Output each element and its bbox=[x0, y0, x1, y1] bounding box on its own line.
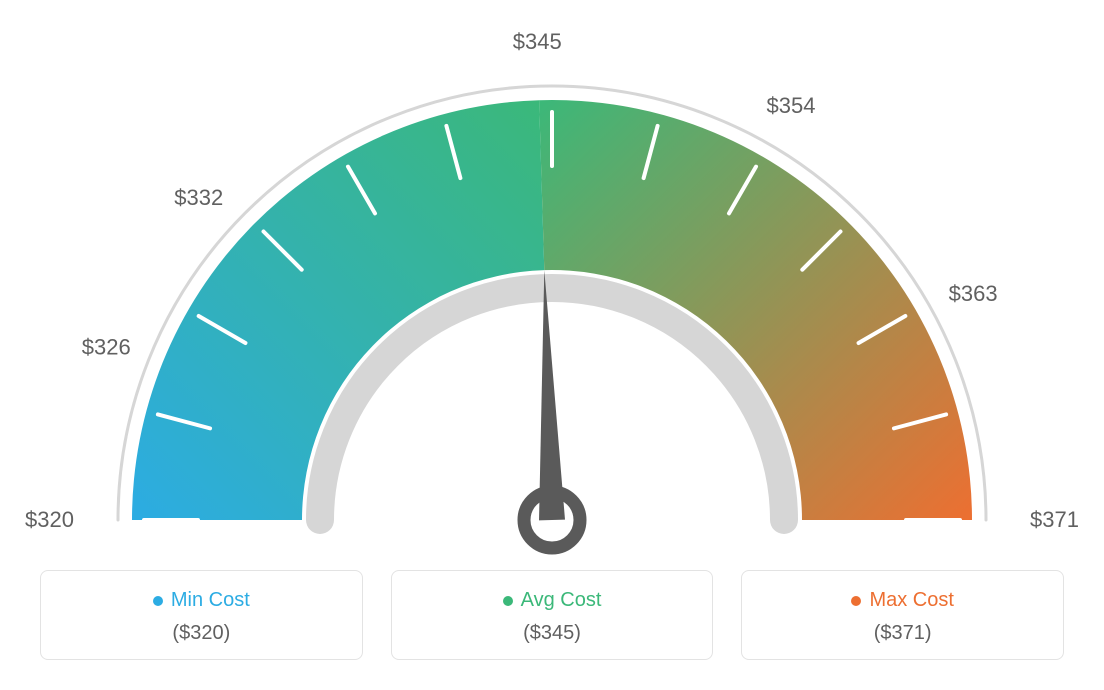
legend-card-min: Min Cost ($320) bbox=[40, 570, 363, 660]
gauge-tick-label: $363 bbox=[949, 281, 998, 306]
legend-title-text: Max Cost bbox=[869, 589, 953, 612]
legend-title-avg: Avg Cost bbox=[503, 589, 602, 612]
legend-title-text: Min Cost bbox=[171, 589, 250, 612]
dot-icon bbox=[153, 596, 163, 606]
gauge-tick-label: $354 bbox=[767, 93, 816, 118]
legend-title-min: Min Cost bbox=[153, 589, 250, 612]
gauge-tick-label: $345 bbox=[513, 29, 562, 54]
gauge-tick-label: $371 bbox=[1030, 507, 1079, 532]
legend-value-max: ($371) bbox=[752, 622, 1053, 645]
gauge-tick-label: $326 bbox=[82, 334, 131, 359]
legend-value-avg: ($345) bbox=[402, 622, 703, 645]
legend-card-max: Max Cost ($371) bbox=[741, 570, 1064, 660]
gauge-tick-label: $320 bbox=[25, 507, 74, 532]
dot-icon bbox=[503, 596, 513, 606]
legend-title-max: Max Cost bbox=[851, 589, 953, 612]
gauge-needle bbox=[539, 270, 565, 520]
legend-title-text: Avg Cost bbox=[521, 589, 602, 612]
gauge-tick-label: $332 bbox=[174, 185, 223, 210]
dot-icon bbox=[851, 596, 861, 606]
legend-value-min: ($320) bbox=[51, 622, 352, 645]
legend-row: Min Cost ($320) Avg Cost ($345) Max Cost… bbox=[40, 570, 1064, 660]
legend-card-avg: Avg Cost ($345) bbox=[391, 570, 714, 660]
gauge-area: $320 $326 $332 $345 $354 $363 $371 bbox=[0, 0, 1104, 560]
gauge-svg: $320 $326 $332 $345 $354 $363 $371 bbox=[0, 0, 1104, 560]
cost-gauge-chart: $320 $326 $332 $345 $354 $363 $371 Min Cost ($… bbox=[0, 0, 1104, 690]
